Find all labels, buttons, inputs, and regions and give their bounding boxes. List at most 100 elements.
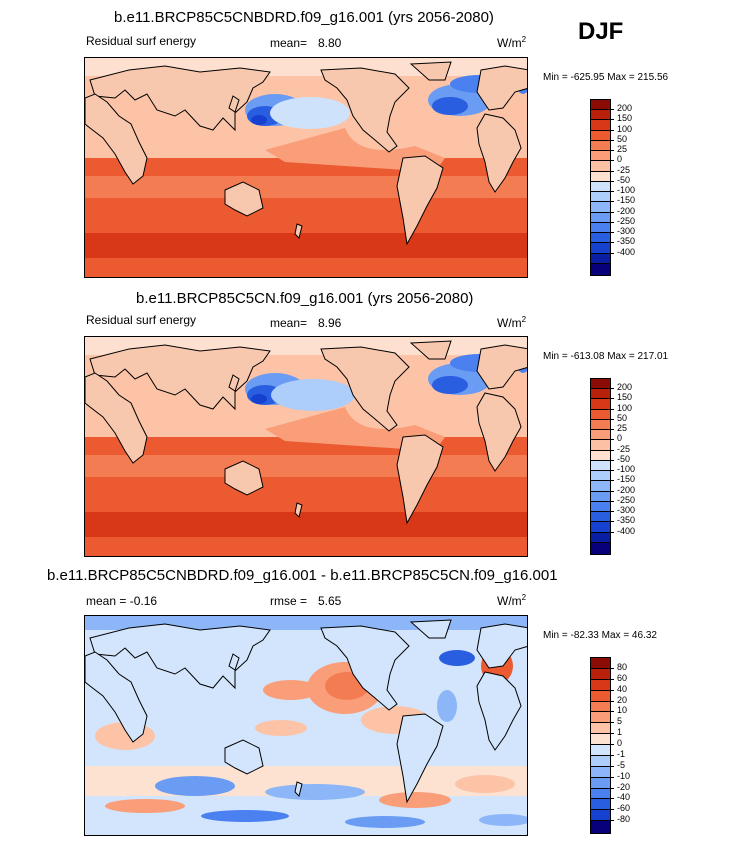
colorbar-tick	[610, 776, 614, 778]
colorbar-label: -350	[617, 515, 636, 526]
colorbar-label: -300	[617, 226, 636, 237]
panel-3-stat-value: 5.65	[318, 594, 342, 608]
colorbar-tick	[610, 109, 614, 111]
colorbar-label: 5	[617, 716, 623, 727]
colorbar-tick	[610, 119, 614, 121]
colorbar-tick	[610, 531, 614, 533]
panel-2-title: b.e11.BRCP85C5CN.f09_g16.001 (yrs 2056-2…	[136, 290, 474, 307]
colorbar-label: -150	[617, 474, 636, 485]
panel-2-stat-value: 8.96	[318, 316, 342, 330]
colorbar-tick	[610, 765, 614, 767]
colorbar-tick	[610, 470, 614, 472]
panel-2-map-svg	[85, 337, 527, 556]
colorbar-tick	[610, 459, 614, 461]
colorbar-label: 150	[617, 113, 633, 124]
colorbar-label: -250	[617, 215, 636, 226]
colorbar-label: -50	[617, 174, 631, 185]
colorbar-tick	[610, 170, 614, 172]
panel-1-stat-value: 8.80	[318, 36, 342, 50]
colorbar-tick	[610, 439, 614, 441]
panel-2-minmax: Min = -613.08 Max = 217.01	[543, 351, 669, 362]
colorbar-tick	[610, 689, 614, 691]
panel-3-units: W/m2	[497, 593, 527, 608]
colorbar-tick	[610, 490, 614, 492]
panel-2-stat-label: mean=	[270, 316, 308, 330]
colorbar-tick	[610, 160, 614, 162]
colorbar-tick	[610, 201, 614, 203]
colorbar-label: 0	[617, 738, 623, 748]
colorbar-tick	[610, 521, 614, 523]
colorbar-tick	[610, 500, 614, 502]
colorbar-tick	[610, 150, 614, 152]
colorbar-label: -200	[617, 484, 636, 495]
colorbar-tick	[610, 191, 614, 193]
colorbar-label: 200	[617, 103, 633, 114]
colorbar-label: -400	[617, 525, 636, 536]
colorbar-tick	[610, 787, 614, 789]
colorbar-tick	[610, 678, 614, 680]
colorbar-tick	[610, 242, 614, 244]
panel-1-units: W/m2	[497, 35, 527, 50]
colorbar-label: 40	[617, 683, 628, 694]
colorbar-tick	[610, 700, 614, 702]
colorbar-tick	[610, 232, 614, 234]
panel-1-minmax: Min = -625.95 Max = 215.56	[543, 72, 669, 83]
colorbar-tick	[610, 798, 614, 800]
colorbar-label: -300	[617, 505, 636, 516]
colorbar-swatch	[590, 541, 611, 555]
colorbar-label: 25	[617, 423, 628, 434]
colorbar-tick	[610, 388, 614, 390]
panel-3-stat-label: rmse =	[270, 594, 308, 608]
panel-1-variable-label: Residual surf energy	[86, 34, 197, 48]
colorbar-tick	[610, 180, 614, 182]
panel-2-units: W/m2	[497, 315, 527, 330]
colorbar-tick	[610, 408, 614, 410]
colorbar-tick	[610, 744, 614, 745]
colorbar-tick	[610, 733, 614, 735]
colorbar-label: -150	[617, 195, 636, 206]
colorbar-label: -100	[617, 464, 636, 475]
season-label: DJF	[578, 18, 624, 45]
colorbar-label: -25	[617, 164, 631, 175]
colorbar-tick	[610, 211, 614, 213]
colorbar-label: 50	[617, 133, 628, 144]
colorbar-tick	[610, 129, 614, 131]
colorbar-label: -100	[617, 185, 636, 196]
colorbar-tick	[610, 667, 614, 669]
colorbar-tick	[610, 252, 614, 254]
colorbar-tick	[610, 711, 614, 713]
colorbar-tick	[610, 809, 614, 811]
panel-1-title: b.e11.BRCP85C5CNBDRD.f09_g16.001 (yrs 20…	[114, 9, 494, 26]
colorbar-label: -5	[617, 759, 626, 770]
panel-1-map	[84, 57, 528, 278]
panel-3-mean-label: mean = -0.16	[86, 594, 158, 608]
colorbar-label: 200	[617, 382, 633, 393]
panel-3-map	[84, 615, 528, 836]
colorbar-label: -40	[617, 792, 631, 803]
colorbar-label: 150	[617, 392, 633, 403]
colorbar-tick	[610, 754, 614, 756]
colorbar-label: -50	[617, 453, 631, 464]
colorbar-swatch	[590, 820, 611, 834]
colorbar-label: 60	[617, 672, 628, 683]
colorbar-label: 100	[617, 402, 633, 413]
colorbar-label: -10	[617, 770, 631, 781]
colorbar-tick	[610, 480, 614, 482]
colorbar-label: 80	[617, 661, 628, 672]
panel-3-map-svg	[85, 616, 527, 835]
colorbar-swatch	[590, 262, 611, 276]
colorbar-label: -400	[617, 246, 636, 257]
colorbar-tick	[610, 449, 614, 451]
colorbar-label: 25	[617, 144, 628, 155]
colorbar-tick	[610, 418, 614, 420]
colorbar-label: -200	[617, 205, 636, 216]
panel-2-map	[84, 336, 528, 557]
colorbar-tick	[610, 722, 614, 724]
panel-3-minmax: Min = -82.33 Max = 46.32	[543, 630, 657, 641]
colorbar-label: -1	[617, 748, 626, 759]
colorbar-tick	[610, 221, 614, 223]
panel-1-map-svg	[85, 58, 527, 277]
colorbar-tick	[610, 139, 614, 141]
colorbar-label: -80	[617, 814, 631, 825]
colorbar-label: -250	[617, 494, 636, 505]
